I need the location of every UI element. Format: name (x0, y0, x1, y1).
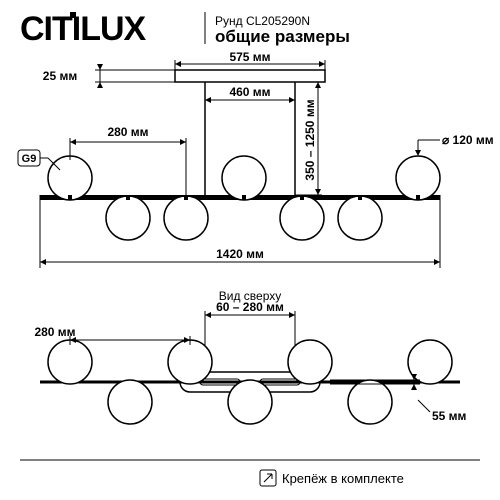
svg-text:55 мм: 55 мм (432, 409, 467, 423)
dim-total-width: 1420 мм (40, 195, 440, 268)
brand-logo: CITILUX (20, 10, 147, 48)
diagram-svg: CITILUX Рунд CL205290N общие размеры 575… (0, 0, 500, 500)
svg-text:280 мм: 280 мм (34, 325, 75, 339)
svg-text:60 – 280 мм: 60 – 280 мм (216, 300, 284, 314)
footer-note: Крепёж в комплекте (282, 471, 404, 486)
svg-text:350 – 1250 мм: 350 – 1250 мм (303, 99, 317, 180)
dim-rod-spacing: 460 мм (205, 85, 295, 103)
svg-text:1420 мм: 1420 мм (216, 247, 264, 261)
svg-text:G9: G9 (22, 153, 37, 165)
svg-text:460 мм: 460 мм (229, 85, 270, 99)
svg-text:575 мм: 575 мм (229, 50, 270, 64)
canopy (175, 70, 325, 82)
dim-globe-diameter: ⌀ 120 мм (415, 133, 494, 156)
mounting-icon (260, 470, 276, 486)
dim-drop-range: 350 – 1250 мм (295, 82, 322, 195)
header: CITILUX Рунд CL205290N общие размеры (20, 10, 350, 48)
top-view: Вид сверху 60 – 280 мм (34, 289, 466, 424)
dim-canopy-height: 25 мм (43, 64, 175, 88)
svg-text:280 мм: 280 мм (107, 125, 148, 139)
footer: Крепёж в комплекте (20, 460, 480, 486)
side-view: 575 мм 25 мм 460 мм 350 – 1 (18, 50, 494, 268)
header-title: общие размеры (215, 27, 350, 46)
dim-top-gap: 60 – 280 мм (205, 300, 295, 345)
dim-top-pitch: 280 мм (34, 325, 190, 345)
svg-text:25 мм: 25 мм (43, 69, 78, 83)
model-code: Рунд CL205290N (215, 14, 310, 28)
svg-text:⌀ 120 мм: ⌀ 120 мм (442, 133, 494, 147)
